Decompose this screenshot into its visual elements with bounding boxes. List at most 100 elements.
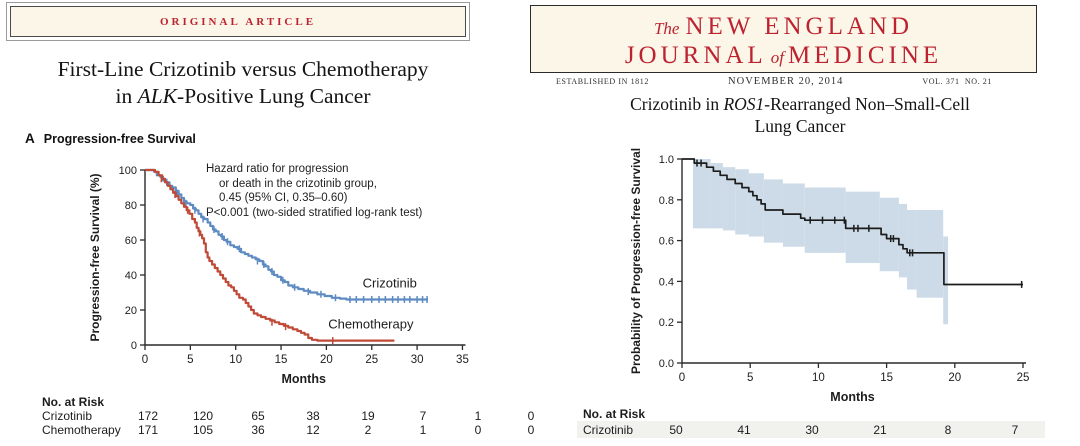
original-article-label: ORIGINAL ARTICLE [159,15,317,28]
x-tick-label: 25 [1017,372,1030,384]
volume-number: VOL. 371 NO. 21 [922,77,992,86]
x-tick-label: 10 [229,354,242,366]
x-tick-label: 0 [679,372,685,384]
km-chart-pfs-alk: 0 20 40 60 80 100 0 5 10 15 20 25 30 35 Months Progress… [88,165,469,386]
risk-count: 0 [474,423,482,437]
curve-label-chemotherapy: Chemotherapy [328,316,414,331]
nejm-masthead-line2: JOURNAL of MEDICINE [531,42,1036,71]
risk-count: 30 [805,423,819,437]
risk-count: 105 [192,423,214,437]
risk-row-label-chemotherapy: Chemotherapy [42,423,121,437]
y-tick-label: 0.0 [659,358,674,370]
risk-row-stripe [577,421,1045,438]
risk-count: 41 [737,423,751,437]
confidence-band-segment [692,159,711,229]
masthead-journal: JOURNAL [624,42,767,69]
y-tick-label: 0.4 [659,276,674,288]
article-title-line2-post: -Positive Lung Cancer [177,84,371,108]
risk-count: 7 [1011,423,1019,437]
nejm-masthead: The NEW ENGLAND JOURNAL of MEDICINE [530,5,1037,73]
km-curve-crizotinib [145,168,428,301]
panel-a-header: A Progression-free Survival [25,131,196,146]
risk-count: 120 [192,409,214,423]
risk-count: 50 [669,423,683,437]
risk-count: 2 [364,423,372,437]
risk-count: 0 [527,423,535,437]
y-tick-label: 100 [119,165,137,177]
y-tick-label: 0 [131,340,137,352]
y-tick-label: 1.0 [659,154,674,166]
ros1-title-post: -Rearranged Non–Small-Cell [764,94,970,114]
risk-count: 65 [251,409,265,423]
confidence-band-segment [722,167,736,231]
article-title-line1: First-Line Crizotinib versus Chemotherap… [57,57,429,81]
masthead-of: of [770,48,784,67]
x-tick-label: 0 [142,354,148,366]
risk-count: 19 [361,409,375,423]
x-axis-title: Months [282,372,326,386]
confidence-band-segment [748,173,764,237]
x-tick-label: 15 [880,372,893,384]
x-axis-title: Months [830,390,874,404]
annotation-line: P<0.001 (two-sided stratified log-rank t… [206,206,423,219]
risk-row-label-crizotinib: Crizotinib [42,409,93,423]
risk-table-header-left: No. at Risk [42,395,105,409]
x-tick-label: 25 [365,354,378,366]
article-title-alk: First-Line Crizotinib versus Chemotherap… [0,56,486,110]
x-tick-label: 5 [187,354,193,366]
article-title-ros1: Crizotinib in ROS1-Rearranged Non–Small-… [560,93,1040,137]
annotation-line: 0.45 (95% CI, 0.35–0.60) [219,192,348,205]
x-tick-label: 5 [747,372,753,384]
article-title-gene-alk: ALK [137,84,178,108]
x-tick-label: 10 [812,372,825,384]
masthead-new-england: NEW ENGLAND [685,13,914,40]
x-tick-label: 35 [456,354,469,366]
confidence-band-segment [763,179,783,243]
hazard-ratio-annotation: Hazard ratio for progression or death in… [206,162,422,220]
risk-count: 171 [137,423,159,437]
article-title-line2-pre: in [115,84,138,108]
ros1-title-line2: Lung Cancer [754,116,846,136]
masthead-dateline: ESTABLISHED IN 1812 NOVEMBER 20, 2014 VO… [556,76,992,87]
panel-title: Progression-free Survival [43,132,196,146]
nejm-masthead-line1: The NEW ENGLAND [531,14,1036,42]
ros1-title-gene: ROS1 [723,94,765,114]
x-tick-label: 15 [275,354,288,366]
risk-count: 0 [527,409,535,423]
x-tick-label: 30 [411,354,424,366]
y-tick-label: 20 [125,305,137,317]
risk-count: 1 [474,409,482,423]
confidence-band-segment [916,210,944,298]
y-axis-title: Probability of Progression-free Survival [629,148,643,374]
confidence-band-segment [898,203,908,278]
risk-count: 172 [137,409,159,423]
confidence-band-segment [879,197,899,272]
km-chart-pfs-ros1: 0.0 0.2 0.4 0.6 0.8 1.0 0 5 10 15 20 25 Months Probab… [629,148,1030,404]
original-article-banner-inner: ORIGINAL ARTICLE [10,6,466,37]
risk-row-label-crizotinib: Crizotinib [583,423,634,437]
risk-count: 1 [419,423,427,437]
risk-count: 38 [306,409,320,423]
risk-count: 36 [251,423,265,437]
issue-number: NO. 21 [964,77,992,86]
curve-label-crizotinib: Crizotinib [363,275,417,290]
established-date: ESTABLISHED IN 1812 [556,77,649,86]
masthead-the: The [653,19,680,38]
issue-date: NOVEMBER 20, 2014 [728,76,844,87]
ros1-title-pre: Crizotinib in [630,94,724,114]
confidence-band-segment [735,169,749,235]
y-tick-label: 40 [125,270,137,282]
x-tick-label: 20 [320,354,333,366]
panel-letter: A [25,131,35,146]
y-tick-label: 0.6 [659,236,674,248]
risk-count: 7 [419,409,427,423]
y-tick-label: 0.2 [659,317,674,329]
original-article-banner: ORIGINAL ARTICLE [6,2,470,41]
annotation-line: or death in the crizotinib group, [219,177,377,190]
y-axis-title: Progression-free Survival (%) [88,173,102,341]
confidence-band-segment [710,163,723,229]
risk-count: 8 [944,423,952,437]
confidence-band-segment [943,236,948,325]
x-tick-label: 20 [948,372,961,384]
